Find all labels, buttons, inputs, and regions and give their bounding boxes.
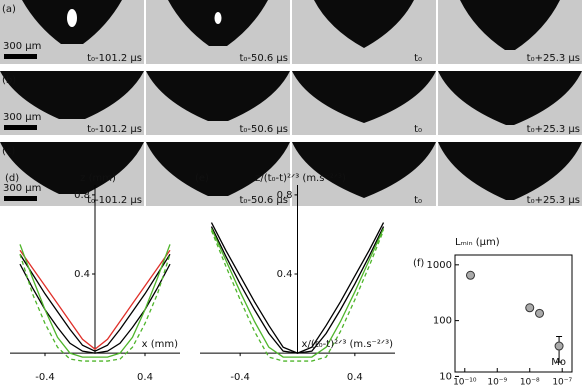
curve: [19, 253, 171, 352]
x-tick-label: 10⁻⁸: [520, 378, 540, 388]
x-tick-label: 10⁻⁹: [487, 378, 507, 388]
panel-label: (d): [5, 173, 19, 184]
y-tick-label: 10: [439, 371, 452, 382]
drop-shape: [292, 142, 436, 198]
scale-label: 300 μm: [3, 41, 41, 52]
curve: [210, 226, 385, 354]
data-point: [465, 270, 475, 280]
x-tick-label: -0.4: [230, 372, 250, 383]
data-point: [535, 308, 545, 318]
time-label: t₀+25.3 μs: [527, 53, 580, 64]
time-label: t₀-50.6 μs: [239, 53, 288, 64]
y-tick-label: 0.4: [74, 269, 90, 280]
y-axis-label: z (mm): [80, 173, 116, 184]
scale-bar: [4, 196, 37, 201]
annotation: Mo: [551, 357, 566, 368]
x-tick-label: 0.4: [137, 372, 153, 383]
drop-shape: [0, 71, 144, 119]
curve: [210, 228, 385, 358]
time-label: t₀-101.2 μs: [87, 53, 142, 64]
x-axis-label: x (mm): [142, 339, 178, 350]
bright-spot: [214, 12, 222, 24]
x-tick-label: 10⁻¹⁰: [453, 378, 477, 388]
x-tick-label: -0.4: [35, 372, 55, 383]
curve: [19, 244, 171, 358]
y-tick-label: 1000: [427, 260, 452, 271]
bright-spot: [67, 9, 77, 27]
time-label: t₀+25.3 μs: [527, 124, 580, 135]
panel-label: (f): [413, 258, 424, 269]
y-tick-label: 0.8: [74, 190, 90, 201]
x-axis-label: x/(t₀-t)²ᐟ³ (m.s⁻²ᐟ³): [302, 339, 394, 350]
time-label: t₀-50.6 μs: [239, 124, 288, 135]
y-axis-label: z/(t₀-t)²ᐟ³ (m.s⁻²ᐟ³): [255, 173, 346, 184]
drop-shape: [146, 71, 290, 121]
curve: [19, 249, 171, 351]
data-point: [525, 303, 535, 313]
y-tick-label: 0.4: [277, 269, 293, 280]
time-label: t₀: [414, 195, 422, 206]
row-label: (a): [2, 4, 16, 15]
drop-shape: [146, 142, 290, 196]
x-tick-label: 0.4: [347, 372, 363, 383]
y-tick-label: 100: [433, 316, 452, 327]
time-label: t₀-50.6 μs: [239, 195, 288, 206]
x-tick-label: 10⁻⁷: [552, 378, 572, 388]
drop-shape: [438, 142, 582, 200]
drop-shape: [438, 71, 582, 125]
drop-shape: [460, 0, 560, 50]
row-label: (c): [2, 146, 15, 157]
row-label: (b): [2, 75, 16, 86]
curve: [19, 254, 171, 362]
panel-label: (e): [195, 173, 209, 184]
drop-shape: [292, 71, 436, 123]
scale-bar: [4, 125, 37, 130]
plot-frame: [454, 254, 573, 373]
time-label: t₀+25.3 μs: [527, 195, 580, 206]
drop-shape: [0, 142, 144, 194]
data-point: [554, 341, 564, 351]
y-tick-label: 0.8: [277, 190, 293, 201]
scale-bar: [4, 54, 37, 59]
time-label: t₀: [414, 124, 422, 135]
time-label: t₀-101.2 μs: [87, 195, 142, 206]
scale-label: 300 μm: [3, 112, 41, 123]
time-label: t₀: [414, 53, 422, 64]
scale-label: 300 μm: [3, 183, 41, 194]
time-label: t₀-101.2 μs: [87, 124, 142, 135]
drop-shape: [314, 0, 414, 48]
curve: [210, 230, 385, 362]
y-axis-label: Lₘᵢₙ (μm): [455, 237, 500, 248]
